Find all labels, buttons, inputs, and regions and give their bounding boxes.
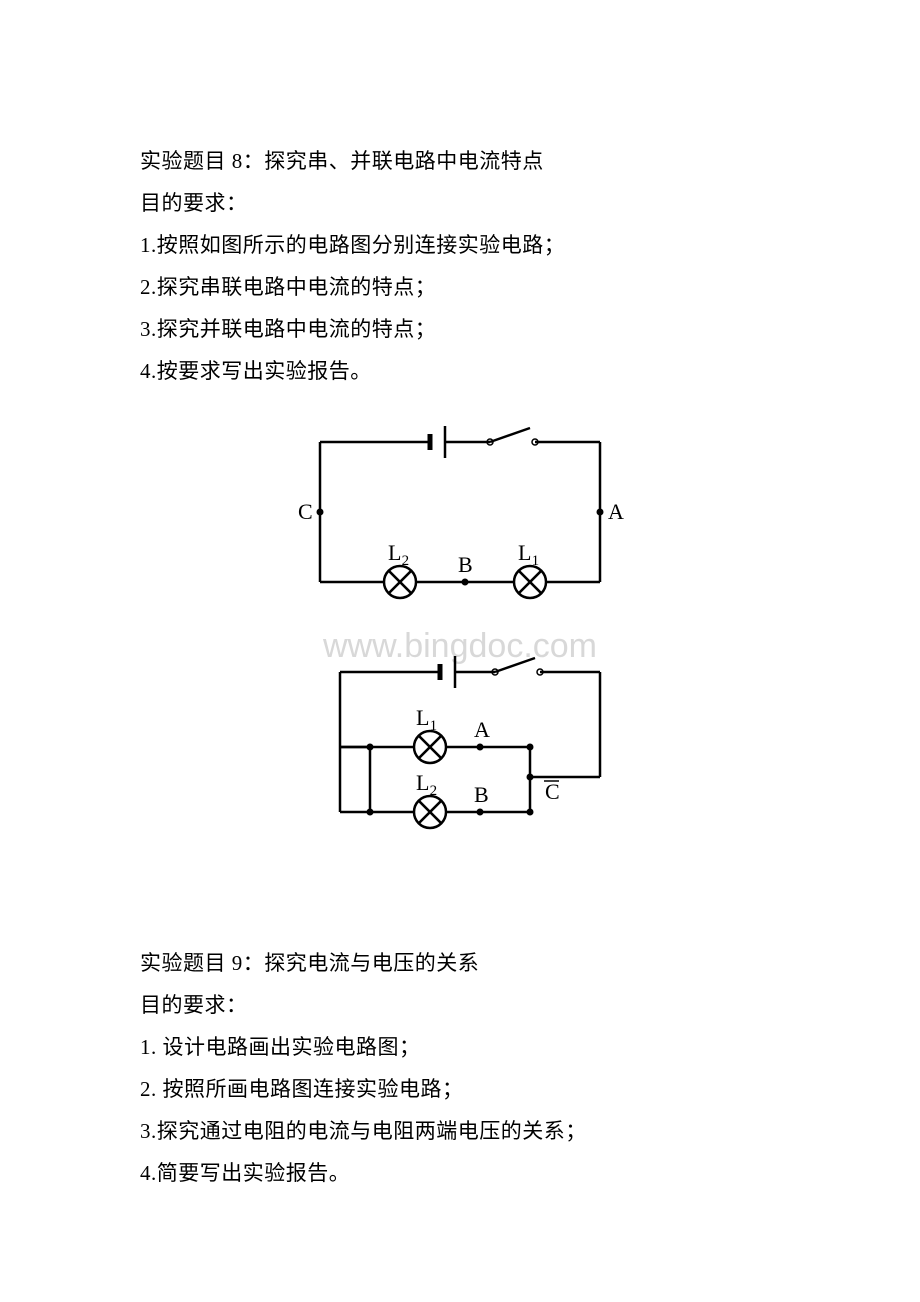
- exp9-item-4: 4.简要写出实验报告。: [140, 1152, 780, 1194]
- svg-text:L: L: [388, 540, 401, 565]
- exp9-item-3: 3.探究通过电阻的电流与电阻两端电压的关系；: [140, 1110, 780, 1152]
- svg-text:A: A: [474, 717, 490, 742]
- exp8-item-4: 4.按要求写出实验报告。: [140, 350, 780, 392]
- svg-text:1: 1: [430, 718, 438, 734]
- exp9-item-1: 1. 设计电路画出实验电路图；: [140, 1026, 780, 1068]
- svg-text:L: L: [416, 770, 429, 795]
- svg-text:B: B: [458, 552, 473, 577]
- svg-text:1: 1: [532, 553, 540, 569]
- svg-text:A: A: [608, 499, 624, 524]
- svg-text:C: C: [298, 499, 313, 524]
- svg-text:B: B: [474, 782, 489, 807]
- exp9-title: 实验题目 9：探究电流与电压的关系: [140, 942, 780, 984]
- exp8-subhead: 目的要求：: [140, 182, 780, 224]
- svg-text:C: C: [545, 779, 560, 804]
- svg-text:L: L: [416, 705, 429, 730]
- exp9-subhead: 目的要求：: [140, 984, 780, 1026]
- exp8-item-3: 3.探究并联电路中电流的特点；: [140, 308, 780, 350]
- svg-text:L: L: [518, 540, 531, 565]
- svg-text:2: 2: [430, 783, 438, 799]
- exp8-title: 实验题目 8：探究串、并联电路中电流特点: [140, 140, 780, 182]
- svg-text:2: 2: [402, 553, 410, 569]
- exp8-item-1: 1.按照如图所示的电路图分别连接实验电路；: [140, 224, 780, 266]
- parallel-circuit-diagram: ABCL1L2: [280, 647, 640, 852]
- series-circuit-diagram: ACBL1L2: [280, 412, 640, 617]
- exp9-item-2: 2. 按照所画电路图连接实验电路；: [140, 1068, 780, 1110]
- exp8-item-2: 2.探究串联电路中电流的特点；: [140, 266, 780, 308]
